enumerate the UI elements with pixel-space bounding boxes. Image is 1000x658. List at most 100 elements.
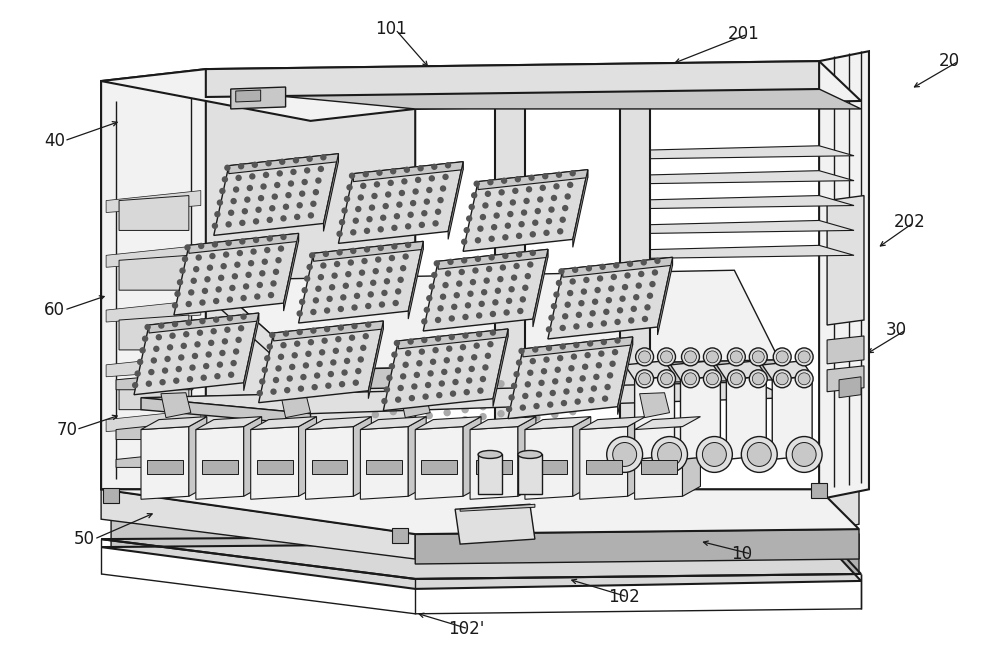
Circle shape [436, 317, 441, 322]
Circle shape [623, 285, 628, 290]
Circle shape [336, 337, 341, 342]
Circle shape [199, 243, 204, 249]
Circle shape [403, 254, 408, 259]
Circle shape [523, 286, 528, 290]
Circle shape [609, 286, 614, 291]
Circle shape [480, 424, 486, 430]
Circle shape [286, 193, 291, 197]
Polygon shape [438, 249, 548, 269]
Circle shape [478, 388, 483, 393]
Circle shape [331, 360, 336, 365]
Circle shape [408, 416, 414, 422]
Polygon shape [625, 361, 675, 380]
Polygon shape [368, 321, 383, 399]
Circle shape [433, 347, 438, 353]
Circle shape [629, 318, 634, 323]
Circle shape [387, 375, 392, 380]
Polygon shape [281, 393, 311, 418]
Circle shape [591, 386, 596, 391]
Circle shape [551, 304, 556, 309]
Circle shape [469, 205, 474, 209]
Circle shape [390, 438, 396, 445]
Circle shape [457, 281, 462, 286]
Circle shape [507, 407, 512, 411]
Circle shape [614, 263, 619, 268]
Circle shape [636, 283, 641, 288]
Polygon shape [299, 241, 423, 323]
Circle shape [530, 232, 535, 237]
Circle shape [214, 299, 219, 303]
Circle shape [297, 203, 302, 208]
Circle shape [352, 305, 357, 310]
Text: 101: 101 [375, 20, 407, 38]
Circle shape [588, 322, 593, 328]
Circle shape [311, 328, 316, 333]
Circle shape [185, 245, 190, 250]
Text: 102': 102' [448, 620, 485, 638]
Text: 201: 201 [727, 25, 759, 43]
Circle shape [240, 239, 245, 244]
Circle shape [661, 351, 673, 363]
Circle shape [460, 345, 465, 349]
Polygon shape [383, 329, 508, 411]
Circle shape [509, 287, 514, 291]
Circle shape [510, 200, 515, 205]
Polygon shape [620, 170, 854, 184]
Circle shape [401, 374, 406, 379]
Circle shape [516, 408, 522, 414]
Circle shape [444, 430, 450, 436]
Polygon shape [206, 89, 861, 109]
Circle shape [544, 230, 549, 236]
Polygon shape [111, 490, 420, 584]
Circle shape [508, 212, 513, 216]
Circle shape [437, 393, 442, 397]
Circle shape [383, 203, 388, 209]
Circle shape [658, 443, 681, 467]
Circle shape [528, 262, 533, 267]
Text: 40: 40 [44, 132, 65, 150]
Circle shape [484, 278, 489, 283]
Circle shape [578, 388, 583, 392]
Circle shape [546, 218, 551, 224]
Polygon shape [839, 377, 861, 397]
Circle shape [570, 279, 575, 284]
Circle shape [200, 318, 205, 324]
Circle shape [584, 278, 589, 282]
Circle shape [390, 418, 396, 424]
Circle shape [565, 302, 570, 307]
Circle shape [444, 420, 450, 426]
Circle shape [492, 224, 497, 230]
Circle shape [227, 316, 232, 320]
Circle shape [372, 412, 378, 418]
Circle shape [498, 451, 504, 457]
Polygon shape [620, 220, 854, 234]
Polygon shape [106, 300, 201, 322]
Circle shape [418, 166, 423, 171]
Circle shape [297, 330, 302, 334]
Circle shape [443, 174, 448, 180]
Polygon shape [306, 417, 371, 430]
Circle shape [474, 181, 479, 186]
Polygon shape [573, 170, 588, 247]
Circle shape [570, 369, 576, 375]
Circle shape [151, 358, 156, 363]
Circle shape [444, 399, 450, 406]
Circle shape [396, 397, 401, 402]
Circle shape [186, 320, 191, 325]
Polygon shape [206, 61, 819, 97]
Circle shape [730, 373, 742, 385]
Polygon shape [635, 376, 675, 459]
Circle shape [293, 158, 298, 163]
Circle shape [401, 266, 406, 270]
Circle shape [703, 370, 721, 388]
Circle shape [426, 463, 432, 468]
Circle shape [552, 392, 558, 397]
Circle shape [342, 370, 347, 375]
Circle shape [480, 404, 486, 410]
Circle shape [520, 297, 525, 302]
Circle shape [384, 387, 389, 392]
Circle shape [512, 384, 517, 388]
Circle shape [560, 217, 565, 222]
Polygon shape [284, 234, 299, 311]
Circle shape [516, 447, 522, 453]
